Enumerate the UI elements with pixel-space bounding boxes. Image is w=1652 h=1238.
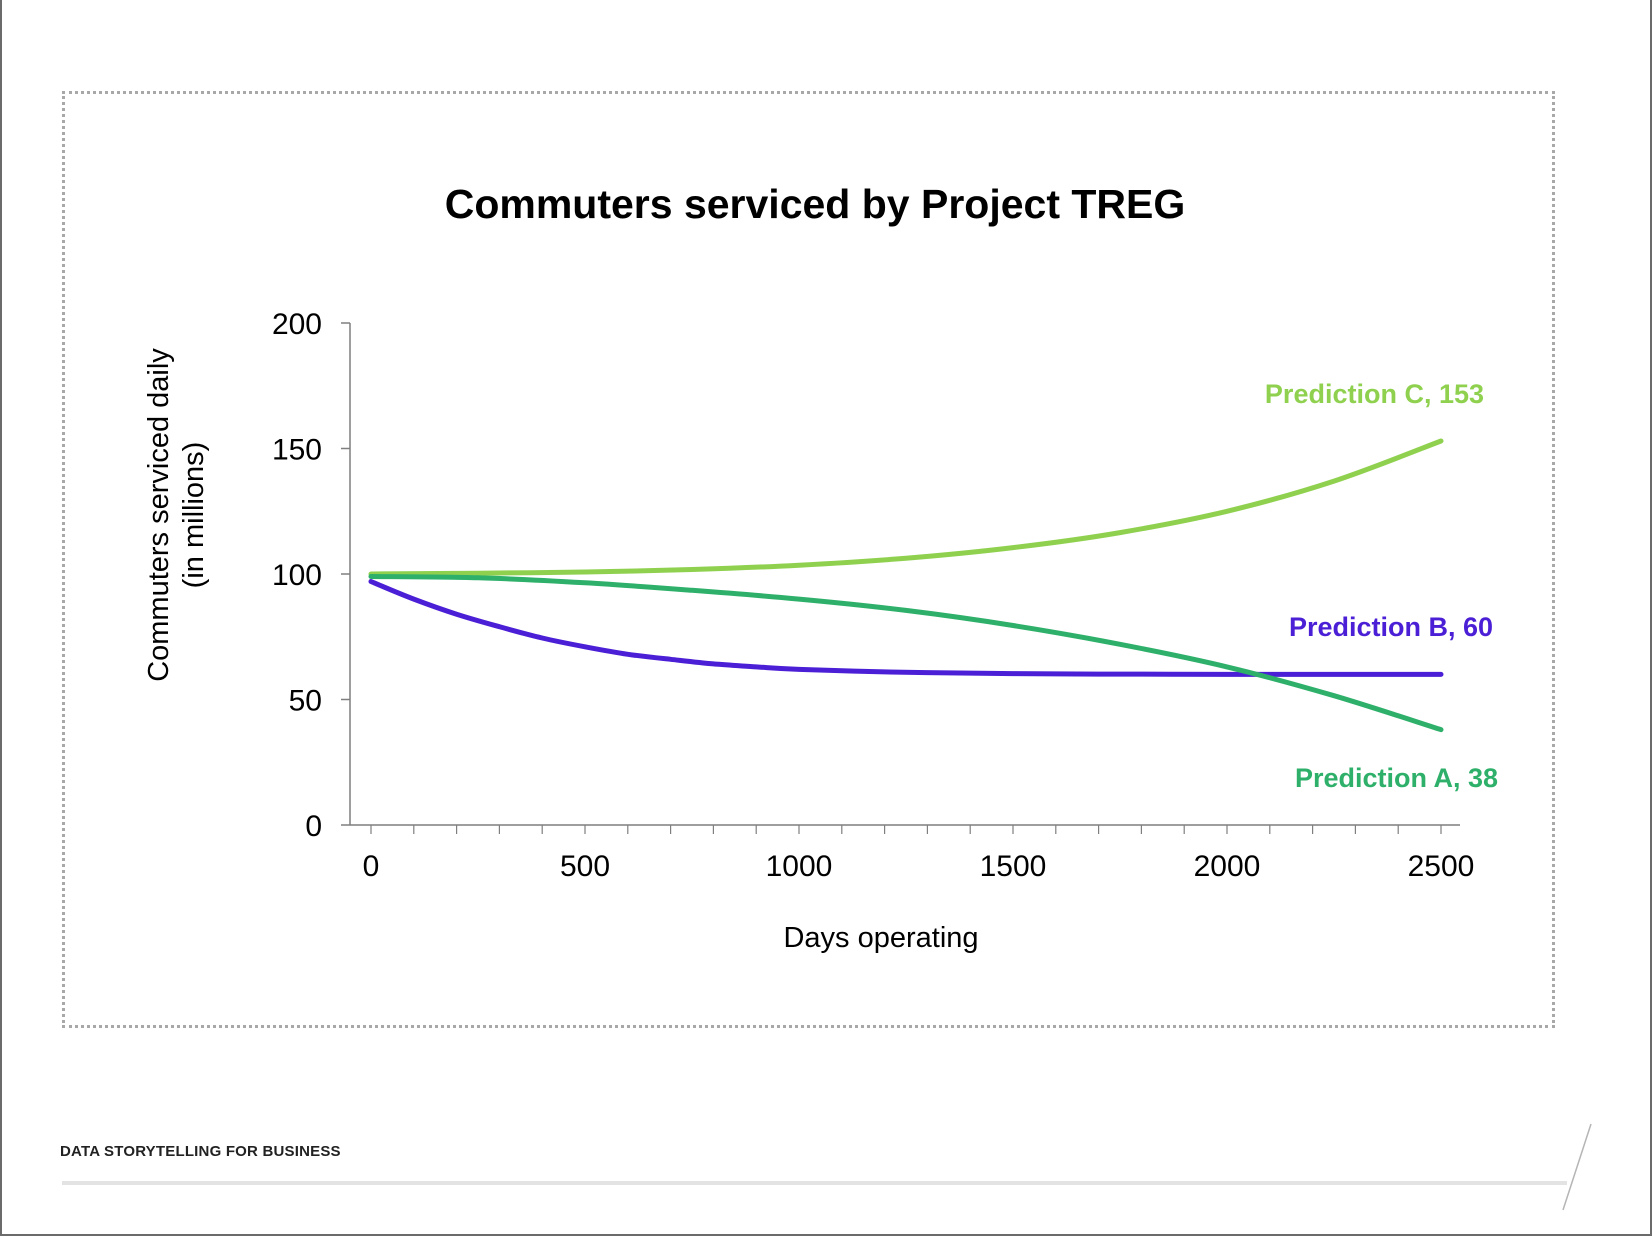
footer-label: DATA STORYTELLING FOR BUSINESS	[60, 1143, 341, 1160]
x-tick-label: 2000	[1194, 850, 1261, 883]
x-tick-label: 1500	[980, 850, 1047, 883]
y-axis-label-line2: (in millions)	[178, 442, 210, 589]
prediction-c-label: Prediction C, 153	[1265, 379, 1484, 409]
x-tick-label: 0	[363, 850, 380, 883]
x-axis-label: Days operating	[783, 922, 978, 954]
y-tick-label: 200	[272, 308, 322, 341]
y-tick-label: 150	[272, 434, 322, 467]
y-tick-label: 50	[289, 685, 322, 718]
prediction-b-line	[368, 579, 1444, 677]
footer-rule	[62, 1181, 1567, 1185]
x-tick-label: 500	[560, 850, 610, 883]
prediction-b-label: Prediction B, 60	[1289, 612, 1493, 642]
y-tick-label: 0	[305, 810, 322, 843]
y-axis-label-line1: Commuters serviced daily	[143, 348, 175, 682]
y-tick-label: 100	[272, 559, 322, 592]
chart-title: Commuters serviced by Project TREG	[445, 181, 1186, 227]
prediction-c-line	[368, 438, 1444, 577]
prediction-a-line	[368, 574, 1444, 733]
prediction-a-label: Prediction A, 38	[1295, 763, 1498, 793]
x-tick-label: 1000	[766, 850, 833, 883]
x-tick-label: 2500	[1408, 850, 1475, 883]
chart-frame	[62, 91, 1555, 1028]
